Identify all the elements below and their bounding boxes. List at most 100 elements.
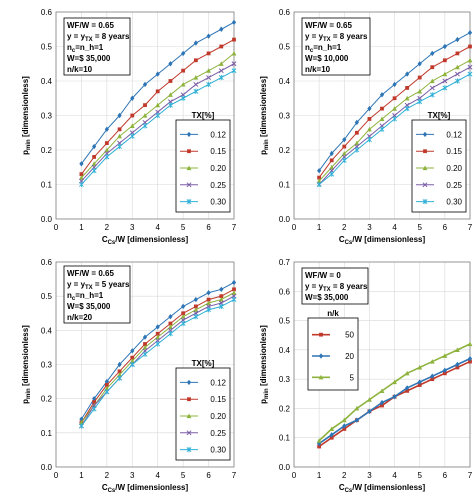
- y-tick-label: 0.6: [41, 258, 53, 267]
- x-tick-label: 0: [292, 471, 297, 480]
- y-tick-label: 0.5: [279, 317, 291, 326]
- legend-marker: [422, 165, 428, 171]
- parameter-text: W=$ 35,000: [67, 54, 111, 63]
- data-point-0.25: [417, 95, 423, 101]
- x-tick-label: 6: [206, 471, 211, 480]
- data-point-50: [342, 427, 347, 431]
- data-point-0.12: [430, 50, 435, 57]
- data-point-0.12: [117, 112, 122, 119]
- y-axis-label: pmin [dimensionless]: [21, 76, 32, 155]
- parameter-text: nc=n_h=1: [67, 43, 104, 54]
- data-point-0.20: [218, 297, 224, 302]
- data-point-0.20: [231, 290, 237, 295]
- data-point-0.20: [104, 147, 110, 153]
- data-point-0.15: [329, 158, 334, 163]
- data-point-0.15: [232, 37, 236, 42]
- data-point-0.15: [168, 321, 173, 326]
- parameter-text: WF/W = 0.65: [67, 269, 114, 278]
- data-point-0.25: [117, 140, 123, 146]
- data-point-0.20: [193, 75, 199, 80]
- parameter-text: nc=n_h=1: [67, 291, 104, 302]
- data-point-0.30: [467, 71, 473, 77]
- data-point-0.25: [404, 102, 410, 108]
- data-point-0.15: [442, 58, 447, 63]
- data-point-20: [392, 394, 397, 400]
- parameter-text: n/k=20: [67, 313, 93, 322]
- data-point-0.12: [219, 286, 224, 293]
- data-point-5: [316, 438, 322, 443]
- data-point-0.15: [342, 144, 347, 149]
- legend-box: [175, 119, 231, 213]
- data-point-5: [341, 417, 347, 423]
- x-tick-label: 5: [417, 471, 422, 480]
- data-point-0.30: [354, 147, 360, 153]
- x-axis-label: CCs/W [dimensionless]: [102, 483, 189, 494]
- data-point-0.30: [367, 137, 372, 143]
- data-point-5: [442, 353, 448, 358]
- data-point-0.15: [417, 75, 422, 80]
- data-point-0.30: [180, 95, 186, 101]
- y-tick-label: 0.7: [279, 258, 291, 267]
- x-tick-label: 1: [79, 223, 84, 232]
- data-point-20: [342, 423, 347, 429]
- data-point-0.15: [104, 141, 109, 145]
- y-tick-label: 0.6: [41, 8, 53, 17]
- data-point-0.12: [405, 71, 410, 77]
- y-tick-label: 0.3: [279, 112, 291, 121]
- data-point-0.25: [218, 68, 224, 74]
- data-point-0.12: [79, 416, 84, 422]
- plot-area: [55, 261, 235, 468]
- x-tick-label: 3: [130, 223, 135, 232]
- x-tick-label: 3: [367, 471, 372, 480]
- data-point-0.20: [392, 106, 397, 111]
- y-axis-label: pmin [dimensionless]: [259, 76, 270, 155]
- data-point-20: [417, 379, 422, 385]
- x-tick-label: 5: [181, 223, 186, 232]
- legend-marker: [187, 397, 191, 402]
- data-point-5: [379, 388, 385, 393]
- data-point-0.20: [316, 178, 322, 184]
- x-tick-label: 7: [468, 471, 473, 480]
- chart-panel-1: 0 1 2 3 4 5 6 7 0.0 0.1 0.2 0.3 0.4 0.5 0.6 CCs/W [dime…: [21, 8, 237, 246]
- data-point-0.30: [193, 88, 199, 94]
- x-tick-label: 3: [367, 223, 372, 232]
- legend-entry: 0.12: [210, 130, 226, 139]
- data-point-0.12: [155, 71, 160, 77]
- legend-entry: 0.15: [446, 147, 462, 156]
- data-point-0.20: [329, 164, 335, 170]
- data-point-0.30: [231, 296, 237, 303]
- x-tick-label: 6: [443, 471, 448, 480]
- y-tick-label: 0.1: [41, 429, 53, 438]
- data-point-0.30: [117, 375, 122, 381]
- data-point-0.12: [455, 36, 460, 43]
- data-point-50: [417, 383, 422, 387]
- data-point-50: [468, 359, 472, 364]
- legend-marker: [422, 182, 428, 188]
- x-tick-label: 0: [54, 223, 59, 232]
- data-point-5: [354, 405, 360, 411]
- data-point-20: [329, 432, 334, 438]
- data-point-0.12: [206, 290, 211, 296]
- data-point-0.30: [379, 126, 385, 132]
- data-point-0.25: [341, 154, 347, 160]
- parameter-text: WF/W = 0.65: [67, 21, 114, 30]
- y-tick-label: 0.2: [279, 146, 291, 155]
- data-point-0.30: [79, 181, 84, 188]
- data-point-0.20: [104, 385, 110, 391]
- data-point-0.15: [181, 311, 186, 316]
- data-point-0.20: [206, 300, 211, 306]
- plot-area: [293, 261, 471, 468]
- y-tick-label: 0.0: [41, 215, 53, 224]
- data-point-0.30: [341, 157, 347, 163]
- data-point-20: [442, 367, 447, 374]
- data-point-0.25: [366, 133, 372, 139]
- parameter-text: y = yTX = 8 years: [67, 32, 130, 43]
- legend-entry: 0.20: [210, 164, 226, 173]
- legend-entry: 20: [345, 352, 354, 361]
- data-point-0.20: [155, 102, 161, 108]
- y-tick-label: 0.5: [279, 43, 291, 52]
- data-point-0.15: [367, 117, 372, 121]
- legend-entry: 0.15: [210, 395, 226, 404]
- y-tick-label: 0.2: [41, 146, 53, 155]
- data-point-0.20: [442, 71, 448, 77]
